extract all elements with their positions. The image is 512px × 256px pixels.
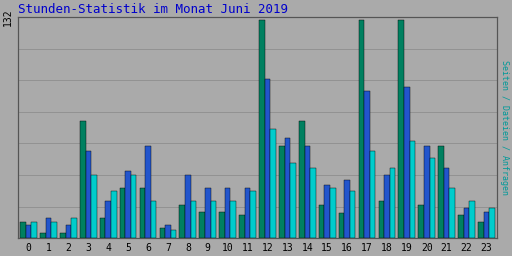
Bar [111, 191, 117, 238]
Bar [205, 188, 210, 238]
Bar [424, 146, 430, 238]
Bar [120, 188, 125, 238]
Bar [418, 205, 424, 238]
Bar [151, 201, 156, 238]
Bar [190, 201, 196, 238]
Bar [444, 168, 450, 238]
Bar [170, 230, 176, 238]
Bar [185, 175, 190, 238]
Bar [199, 211, 205, 238]
Bar [398, 20, 404, 238]
Bar [40, 233, 46, 238]
Bar [290, 163, 296, 238]
Bar [26, 225, 31, 238]
Bar [458, 215, 464, 238]
Bar [100, 218, 105, 238]
Bar [31, 222, 37, 238]
Bar [265, 79, 270, 238]
Bar [86, 151, 91, 238]
Bar [310, 168, 316, 238]
Bar [384, 175, 390, 238]
Bar [489, 208, 495, 238]
Bar [20, 222, 26, 238]
Bar [245, 188, 250, 238]
Bar [140, 188, 145, 238]
Bar [105, 201, 111, 238]
Bar [51, 222, 57, 238]
Bar [239, 215, 245, 238]
Bar [330, 188, 335, 238]
Bar [71, 218, 77, 238]
Bar [46, 218, 51, 238]
Bar [305, 146, 310, 238]
Bar [219, 211, 225, 238]
Bar [325, 185, 330, 238]
Bar [464, 208, 470, 238]
Bar [125, 171, 131, 238]
Bar [66, 225, 71, 238]
Bar [299, 121, 305, 238]
Bar [470, 201, 475, 238]
Bar [359, 20, 364, 238]
Bar [484, 211, 489, 238]
Bar [270, 129, 276, 238]
Bar [450, 188, 455, 238]
Y-axis label: Seiten / Dateien / Anfragen: Seiten / Dateien / Anfragen [500, 60, 509, 195]
Bar [131, 175, 137, 238]
Bar [339, 213, 345, 238]
Bar [410, 141, 415, 238]
Bar [370, 151, 375, 238]
Bar [165, 225, 170, 238]
Bar [230, 201, 236, 238]
Bar [319, 205, 325, 238]
Bar [430, 158, 435, 238]
Bar [378, 201, 384, 238]
Bar [364, 91, 370, 238]
Bar [279, 146, 285, 238]
Bar [438, 146, 444, 238]
Bar [250, 191, 256, 238]
Bar [404, 87, 410, 238]
Bar [80, 121, 86, 238]
Bar [180, 205, 185, 238]
Bar [160, 228, 165, 238]
Bar [390, 168, 395, 238]
Bar [478, 222, 484, 238]
Bar [60, 233, 66, 238]
Bar [145, 146, 151, 238]
Text: Stunden-Statistik im Monat Juni 2019: Stunden-Statistik im Monat Juni 2019 [17, 3, 288, 16]
Bar [345, 180, 350, 238]
Bar [350, 191, 355, 238]
Bar [210, 201, 216, 238]
Bar [91, 175, 97, 238]
Bar [285, 138, 290, 238]
Bar [259, 20, 265, 238]
Bar [225, 188, 230, 238]
